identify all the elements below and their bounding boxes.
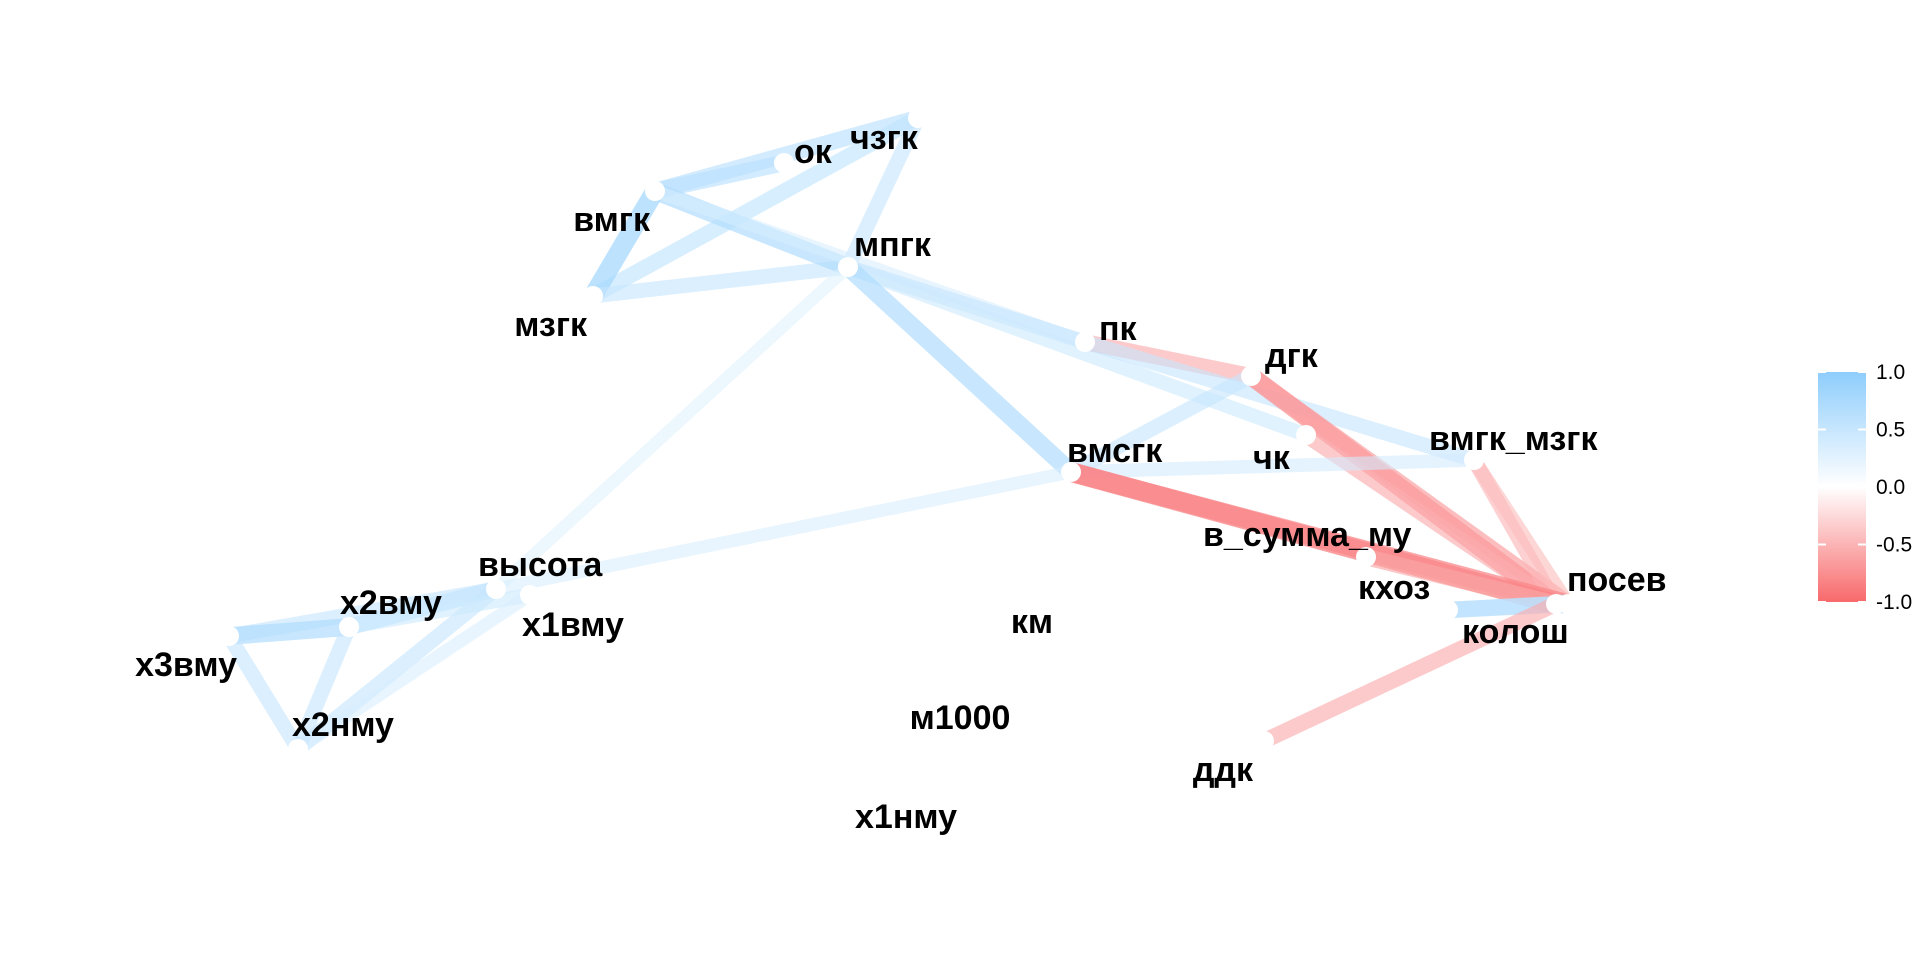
node-label-вмгк: вмгк xyxy=(573,201,651,239)
node-ок xyxy=(774,153,794,173)
node-layer xyxy=(219,108,1578,759)
edge-х2вму-х3вму xyxy=(228,618,350,645)
edge-мзгк-чзгк xyxy=(589,111,922,303)
edge-ддк-посев xyxy=(1260,596,1560,749)
node-label-посев: посев xyxy=(1567,561,1667,599)
edge-вмгк-мзгк xyxy=(584,186,664,301)
node-дгк xyxy=(1241,366,1261,386)
edge-вмгк_мзгк-колош xyxy=(1468,456,1574,608)
edge-мпгк-чзгк xyxy=(841,114,925,271)
node-label-км: км xyxy=(1011,603,1053,641)
node-х2нму xyxy=(288,739,308,759)
node-label-ддк: ддк xyxy=(1193,751,1254,789)
node-х1вму xyxy=(520,585,540,605)
label-layer: ок чзгк вмгк мпгк мзгк пк дгк чк вмгк_мзгк вмсгк в… xyxy=(135,119,1666,836)
edge-в_сумма_му-посев xyxy=(1364,549,1558,612)
node-вмгк_мзгк xyxy=(1464,450,1484,470)
node-label-пк: пк xyxy=(1099,310,1138,348)
legend-tick-label: -0.5 xyxy=(1876,534,1912,557)
node-label-вмгк_мзгк: вмгк_мзгк xyxy=(1429,420,1598,458)
node-label-дгк: дгк xyxy=(1265,337,1319,375)
node-label-мпгк: мпгк xyxy=(854,226,932,264)
node-чк xyxy=(1296,425,1316,445)
node-label-чзгк: чзгк xyxy=(850,119,919,157)
node-label-х2вму: х2вму xyxy=(340,584,442,622)
node-ддк xyxy=(1254,731,1274,751)
node-label-мзгк: мзгк xyxy=(514,306,588,344)
edge-х1вму-х2вму xyxy=(347,587,532,635)
node-label-кхоз: кхоз xyxy=(1358,569,1430,607)
node-вмгк xyxy=(645,181,665,201)
node-label-в_сумма_му: в_сумма_му xyxy=(1203,516,1412,554)
edge-мпгк-высота xyxy=(491,262,853,594)
edge-вмсгк-высота xyxy=(494,465,1073,596)
edge-мпгк-чк xyxy=(845,260,1309,442)
color-legend: 1.0 0.5 0.0 -0.5 -1.0 xyxy=(1818,361,1912,614)
edge-дгк-колош xyxy=(1246,369,1573,611)
node-label-х2нму: х2нму xyxy=(292,706,394,744)
node-х2вму xyxy=(339,617,359,637)
node-мзгк xyxy=(583,286,603,306)
node-пк xyxy=(1075,332,1095,352)
edge-вмсгк-вмгк_мзгк xyxy=(1070,453,1475,479)
node-колош xyxy=(1558,594,1578,614)
node-кхоз xyxy=(1438,600,1458,620)
node-label-х1нму: х1нму xyxy=(855,798,957,836)
node-х3вму xyxy=(219,626,239,646)
edge-layer xyxy=(222,110,1574,755)
node-label-х1вму: х1вму xyxy=(522,606,624,644)
legend-tick-label: -1.0 xyxy=(1876,591,1912,614)
legend-tick-label: 1.0 xyxy=(1876,361,1905,384)
node-label-ок: ок xyxy=(794,133,833,171)
node-вмсгк xyxy=(1061,462,1081,482)
legend-tick-label: 0.5 xyxy=(1876,419,1905,442)
node-label-высота: высота xyxy=(478,546,603,584)
edge-мпгк-вмсгк xyxy=(841,260,1078,479)
node-чзгк xyxy=(908,108,928,128)
node-высота xyxy=(486,579,506,599)
node-label-чк: чк xyxy=(1253,439,1291,477)
node-в_сумма_му xyxy=(1356,547,1376,567)
edge-х1вму-х2нму xyxy=(294,589,534,755)
node-label-вмсгк: вмсгк xyxy=(1067,432,1163,470)
edge-дгк-вмсгк xyxy=(1067,369,1255,479)
edge-х2вму-х2нму xyxy=(291,624,356,752)
node-мпгк xyxy=(838,257,858,277)
edge-х3вму-х2нму xyxy=(222,632,305,753)
legend-tick-label: 0.0 xyxy=(1876,476,1905,499)
node-label-м1000: м1000 xyxy=(910,699,1011,737)
node-label-х3вму: х3вму xyxy=(135,646,237,684)
node-label-колош: колош xyxy=(1462,613,1569,651)
legend-ticks: 1.0 0.5 0.0 -0.5 -1.0 xyxy=(1818,361,1912,614)
edge-мзгк-мпгк xyxy=(592,259,849,304)
